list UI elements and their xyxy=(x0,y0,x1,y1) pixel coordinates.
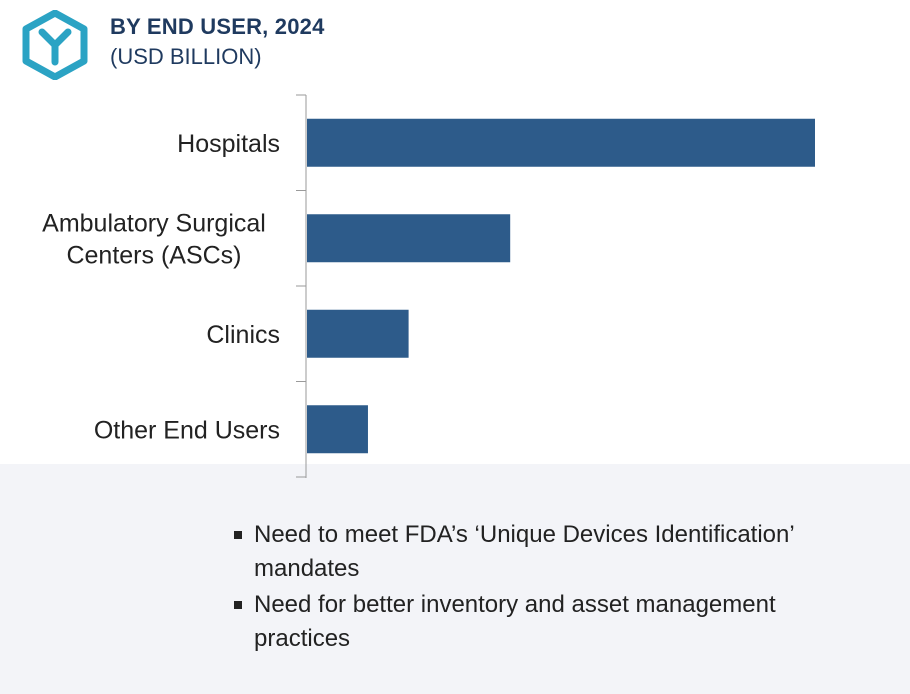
bar xyxy=(307,214,511,263)
driver-text: Need for better inventory and asset mana… xyxy=(254,591,776,652)
category-label: Ambulatory Surgical Centers (ASCs) xyxy=(42,209,266,269)
driver-text: Need to meet FDA’s ‘Unique Devices Ident… xyxy=(254,521,794,582)
chart-title: BY END USER, 2024 xyxy=(110,14,325,39)
bar xyxy=(307,309,409,358)
drivers-list: Need to meet FDA’s ‘Unique Devices Ident… xyxy=(234,518,874,658)
drivers-panel xyxy=(0,464,910,694)
driver-item: Need to meet FDA’s ‘Unique Devices Ident… xyxy=(234,518,874,586)
category-label: Clinics xyxy=(206,321,280,349)
chart-subtitle: (USD BILLION) xyxy=(110,44,262,69)
category-label: Hospitals xyxy=(177,130,280,158)
bullet-icon xyxy=(234,601,242,609)
cube-y-logo-icon xyxy=(22,10,88,80)
bullet-icon xyxy=(234,531,242,539)
bar xyxy=(307,118,815,167)
category-label: Other End Users xyxy=(94,416,280,444)
driver-item: Need for better inventory and asset mana… xyxy=(234,588,874,656)
bar xyxy=(307,405,368,454)
